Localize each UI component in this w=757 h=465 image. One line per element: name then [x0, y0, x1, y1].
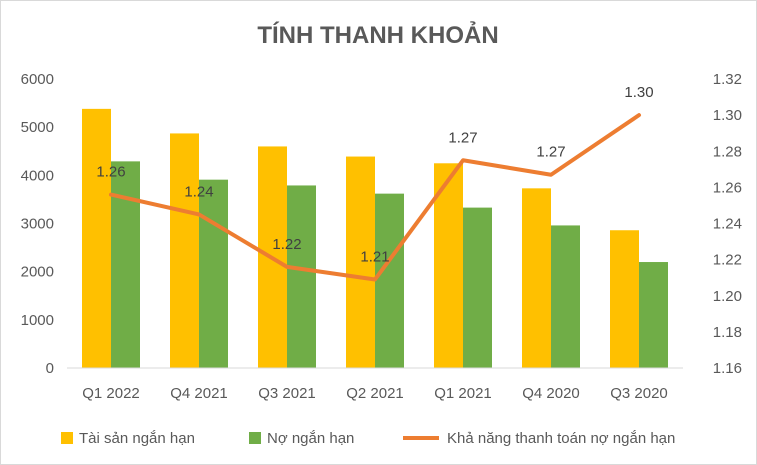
left-tick-label: 0	[46, 360, 54, 377]
left-tick-label: 6000	[21, 71, 54, 88]
bar-no-ngan-han	[287, 185, 316, 368]
bar-tai-san-ngan-han	[610, 230, 639, 368]
x-category-label: Q1 2022	[82, 385, 140, 402]
left-tick-label: 4000	[21, 167, 54, 184]
left-tick-label: 5000	[21, 119, 54, 136]
chart-title: TÍNH THANH KHOẢN	[257, 20, 498, 49]
right-tick-label: 1.24	[713, 216, 742, 233]
bar-series	[82, 108, 668, 368]
legend-label: Tài sản ngắn hạn	[79, 430, 195, 447]
bar-tai-san-ngan-han	[522, 188, 551, 368]
right-tick-label: 1.30	[713, 107, 742, 124]
x-category-label: Q3 2021	[258, 385, 316, 402]
legend-swatch	[249, 432, 261, 444]
bar-no-ngan-han	[639, 262, 668, 368]
legend: Tài sản ngắn hạn Nợ ngắn hạn Khả năng than…	[61, 430, 675, 447]
bar-tai-san-ngan-han	[434, 163, 463, 368]
legend-swatch	[61, 432, 73, 444]
x-category-label: Q1 2021	[434, 385, 492, 402]
right-tick-label: 1.26	[713, 179, 742, 196]
right-tick-label: 1.20	[713, 288, 742, 305]
bar-no-ngan-han	[375, 193, 404, 368]
bar-no-ngan-han	[551, 225, 580, 368]
left-tick-label: 2000	[21, 264, 54, 281]
ratio-data-label: 1.22	[272, 236, 301, 253]
left-tick-label: 1000	[21, 312, 54, 329]
x-category-label: Q4 2021	[170, 385, 228, 402]
left-tick-label: 3000	[21, 216, 54, 233]
ratio-data-label: 1.24	[184, 183, 213, 200]
right-tick-label: 1.28	[713, 143, 742, 160]
x-category-label: Q3 2020	[610, 385, 668, 402]
ratio-data-label: 1.27	[536, 144, 565, 161]
legend-label: Nợ ngắn hạn	[267, 430, 354, 447]
right-tick-label: 1.16	[713, 360, 742, 377]
line-series: 1.26 1.24 1.22 1.21 1.27 1.27 1.30	[96, 84, 654, 282]
ratio-data-label: 1.26	[96, 164, 125, 181]
ratio-data-label: 1.27	[448, 129, 477, 146]
x-category-label: Q2 2021	[346, 385, 404, 402]
ratio-line	[109, 113, 641, 282]
x-axis-categories: Q1 2022 Q4 2021 Q3 2021 Q2 2021 Q1 2021 Q4 20…	[82, 385, 668, 402]
bar-tai-san-ngan-han	[82, 108, 111, 368]
bar-no-ngan-han	[111, 161, 140, 368]
right-axis-ticks: 1.16 1.18 1.20 1.22 1.24 1.26 1.28 1.30 1.32	[713, 71, 742, 377]
x-category-label: Q4 2020	[522, 385, 580, 402]
ratio-data-label: 1.30	[624, 84, 653, 101]
ratio-data-label: 1.21	[360, 248, 389, 265]
left-axis-ticks: 0 1000 2000 3000 4000 5000 6000	[21, 71, 54, 377]
bar-tai-san-ngan-han	[346, 156, 375, 368]
right-tick-label: 1.32	[713, 71, 742, 88]
bar-no-ngan-han	[199, 179, 228, 368]
bar-tai-san-ngan-han	[170, 133, 199, 368]
right-tick-label: 1.18	[713, 324, 742, 341]
bar-no-ngan-han	[463, 207, 492, 368]
legend-label: Khả năng thanh toán nợ ngắn hạn	[447, 430, 675, 447]
right-tick-label: 1.22	[713, 252, 742, 269]
